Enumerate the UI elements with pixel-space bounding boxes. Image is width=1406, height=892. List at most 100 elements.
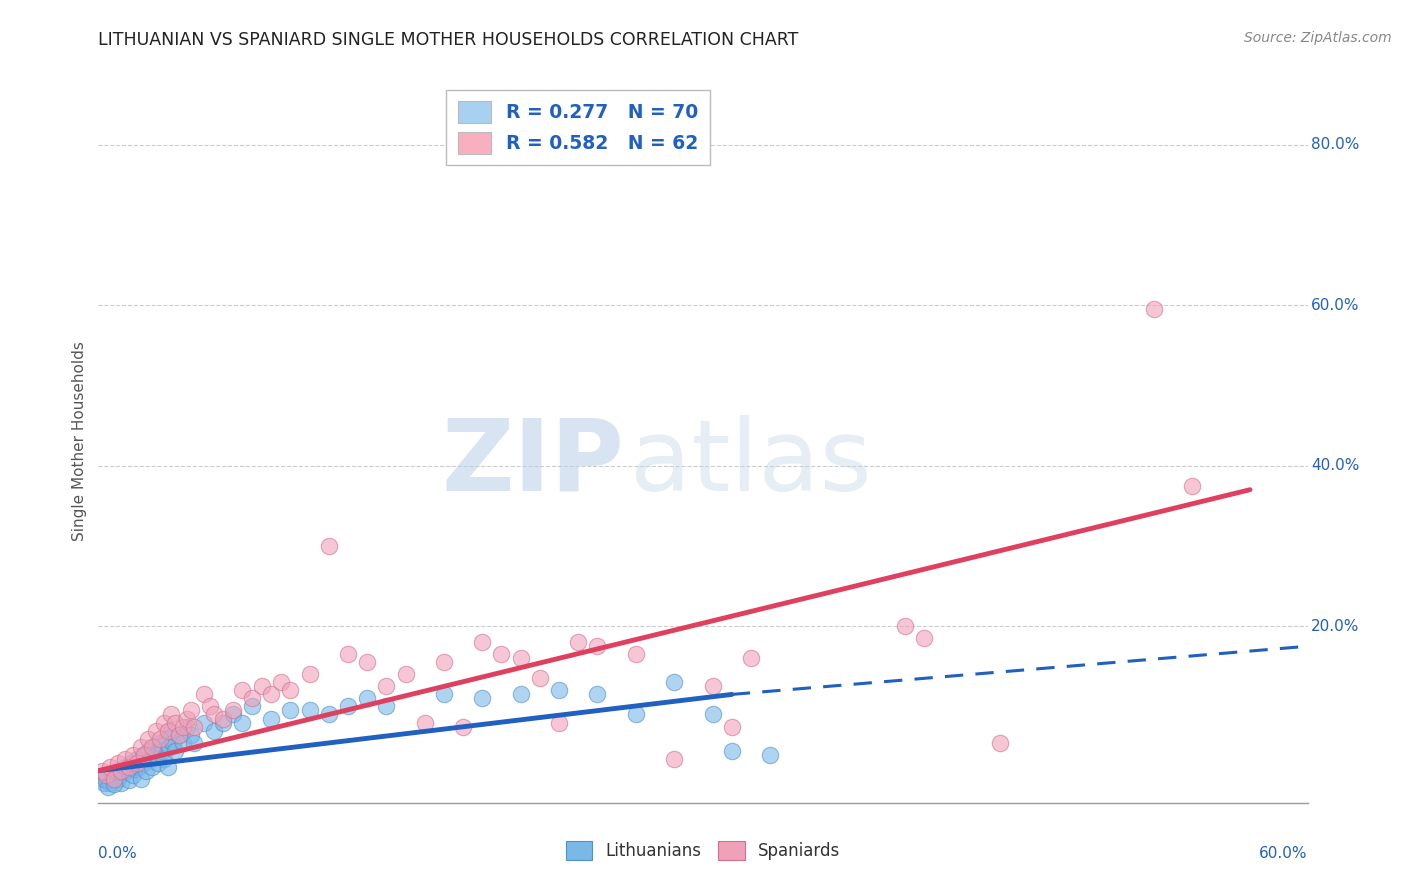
Point: [149, 735, 172, 749]
Point: [356, 691, 378, 706]
Point: [107, 765, 129, 780]
Point: [193, 687, 215, 701]
Point: [624, 648, 647, 662]
Point: [759, 747, 782, 762]
Point: [125, 756, 148, 770]
Point: [107, 772, 129, 786]
Point: [152, 751, 174, 765]
Point: [664, 751, 686, 765]
Point: [240, 699, 263, 714]
Point: [529, 671, 551, 685]
Point: [141, 760, 163, 774]
Point: [103, 772, 125, 786]
Text: 60.0%: 60.0%: [1312, 298, 1360, 312]
Point: [134, 756, 156, 770]
Point: [91, 772, 114, 786]
Point: [702, 707, 724, 722]
Point: [155, 731, 177, 746]
Point: [125, 751, 148, 765]
Point: [298, 667, 321, 681]
Point: [165, 744, 187, 758]
Point: [146, 756, 169, 770]
Point: [433, 687, 456, 701]
Point: [336, 699, 359, 714]
Point: [990, 735, 1012, 749]
Point: [720, 719, 742, 733]
Point: [270, 675, 292, 690]
Point: [318, 707, 340, 722]
Point: [94, 773, 117, 788]
Point: [451, 719, 474, 733]
Point: [491, 648, 513, 662]
Point: [129, 772, 152, 786]
Point: [108, 767, 131, 781]
Point: [250, 680, 273, 694]
Point: [101, 770, 124, 784]
Point: [548, 683, 571, 698]
Text: LITHUANIAN VS SPANIARD SINGLE MOTHER HOUSEHOLDS CORRELATION CHART: LITHUANIAN VS SPANIARD SINGLE MOTHER HOU…: [98, 31, 799, 49]
Point: [471, 635, 494, 649]
Point: [110, 764, 132, 778]
Point: [94, 767, 117, 781]
Point: [298, 703, 321, 717]
Point: [222, 707, 245, 722]
Point: [134, 747, 156, 762]
Point: [356, 655, 378, 669]
Text: 80.0%: 80.0%: [1312, 137, 1360, 152]
Point: [740, 651, 762, 665]
Point: [104, 764, 127, 778]
Point: [509, 651, 531, 665]
Text: atlas: atlas: [630, 415, 872, 512]
Point: [198, 699, 221, 714]
Point: [193, 715, 215, 730]
Point: [202, 723, 225, 738]
Point: [160, 707, 183, 722]
Point: [145, 723, 167, 738]
Point: [118, 760, 141, 774]
Point: [702, 680, 724, 694]
Point: [240, 691, 263, 706]
Point: [162, 735, 184, 749]
Point: [1181, 478, 1204, 492]
Point: [110, 776, 132, 790]
Text: 60.0%: 60.0%: [1260, 847, 1308, 861]
Point: [98, 760, 121, 774]
Point: [97, 780, 120, 794]
Point: [112, 765, 135, 780]
Point: [433, 655, 456, 669]
Text: ZIP: ZIP: [441, 415, 624, 512]
Point: [145, 747, 167, 762]
Point: [160, 723, 183, 738]
Point: [548, 715, 571, 730]
Text: 0.0%: 0.0%: [98, 847, 138, 861]
Point: [135, 764, 157, 778]
Point: [624, 707, 647, 722]
Point: [180, 703, 202, 717]
Point: [103, 777, 125, 791]
Point: [720, 744, 742, 758]
Point: [98, 776, 121, 790]
Point: [139, 751, 162, 765]
Point: [471, 691, 494, 706]
Point: [202, 707, 225, 722]
Point: [122, 767, 145, 781]
Point: [586, 639, 609, 653]
Point: [260, 687, 283, 701]
Text: 40.0%: 40.0%: [1312, 458, 1360, 473]
Point: [260, 712, 283, 726]
Point: [231, 715, 253, 730]
Point: [567, 635, 589, 649]
Point: [183, 719, 205, 733]
Point: [176, 712, 198, 726]
Point: [143, 739, 166, 754]
Point: [159, 739, 181, 754]
Point: [91, 764, 114, 778]
Point: [375, 680, 398, 694]
Point: [231, 683, 253, 698]
Point: [336, 648, 359, 662]
Point: [413, 715, 436, 730]
Point: [150, 744, 173, 758]
Point: [586, 687, 609, 701]
Point: [149, 731, 172, 746]
Y-axis label: Single Mother Households: Single Mother Households: [72, 342, 87, 541]
